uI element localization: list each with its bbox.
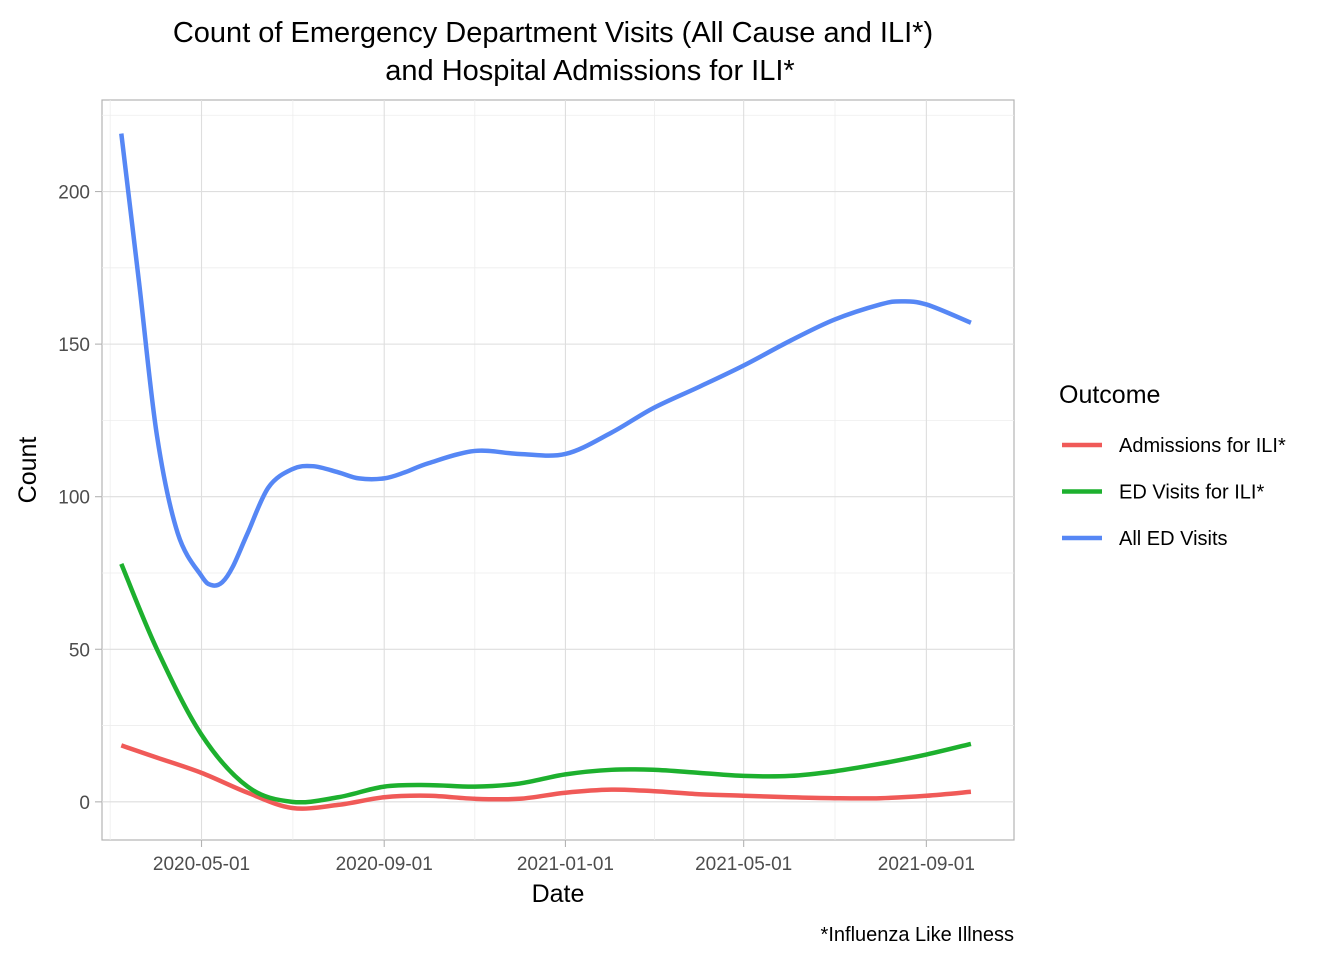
x-tick-label: 2021-05-01 [695, 854, 792, 875]
x-tick-label: 2020-05-01 [153, 854, 250, 875]
series-layer [119, 133, 972, 811]
x-tick-label: 2020-09-01 [336, 854, 433, 875]
legend-label-all-ed-visits: All ED Visits [1119, 528, 1228, 550]
legend-label-admissions-for-ili: Admissions for ILI* [1119, 435, 1286, 457]
y-axis-label: Count [14, 437, 42, 504]
caption: *Influenza Like Illness [821, 924, 1014, 946]
y-tick-label: 100 [58, 488, 90, 509]
legend-label-ed-visits-for-ili: ED Visits for ILI* [1119, 482, 1264, 504]
y-tick-label: 150 [58, 335, 90, 356]
legend-title: Outcome [1059, 381, 1160, 409]
chart-title-line1: Count of Emergency Department Visits (Al… [173, 17, 933, 49]
y-tick-label: 200 [58, 183, 90, 204]
x-axis-ticks: 2020-05-01 2020-09-01 2021-01-01 2021-05-01… [153, 840, 975, 875]
series-line-admissions-for-ili [120, 743, 972, 811]
legend: Outcome Admissions for ILI* ED Visits for… [1059, 381, 1286, 550]
x-tick-label: 2021-09-01 [878, 854, 975, 875]
chart-title-line2: and Hospital Admissions for ILI* [385, 55, 794, 87]
y-axis-ticks: 0 50 100 150 200 [58, 183, 102, 814]
grid-major [102, 100, 1014, 840]
y-tick-label: 50 [69, 640, 90, 661]
x-axis-label: Date [532, 880, 585, 908]
legend-items: Admissions for ILI* ED Visits for ILI* All… [1062, 435, 1286, 550]
series-line-all-ed-visits [119, 133, 972, 588]
y-tick-label: 0 [79, 793, 90, 814]
x-tick-label: 2021-01-01 [517, 854, 614, 875]
plot-panel [101, 99, 1015, 841]
series-line-ed-visits-for-ili [119, 562, 972, 805]
grid-minor [102, 100, 1014, 840]
